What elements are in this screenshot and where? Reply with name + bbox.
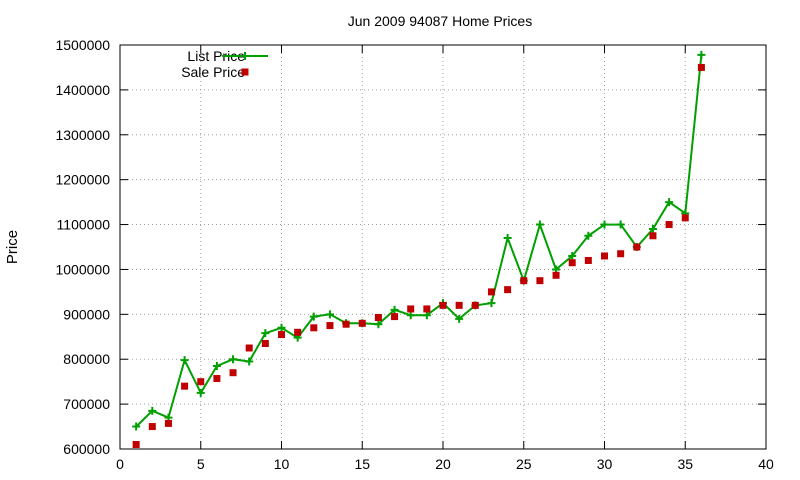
- list-price-point: [422, 311, 431, 320]
- sale-price-point: [552, 271, 560, 279]
- list-price-point: [374, 320, 383, 329]
- list-price-point: [132, 422, 141, 431]
- x-tick-label: 15: [354, 456, 370, 472]
- y-tick-label: 900000: [63, 306, 110, 322]
- sale-price-point: [261, 340, 269, 348]
- x-tick-label: 0: [116, 456, 124, 472]
- sale-price-point: [617, 250, 625, 258]
- x-tick-label: 25: [516, 456, 532, 472]
- sale-price-point: [584, 256, 592, 264]
- list-price-point: [212, 361, 221, 370]
- list-price-point: [245, 357, 254, 366]
- legend-label: List Price: [187, 48, 245, 64]
- list-price-point: [390, 305, 399, 314]
- x-tick-label: 35: [677, 456, 693, 472]
- list-price-point: [180, 356, 189, 365]
- legend-plus-marker: [241, 52, 249, 60]
- list-price-point: [535, 220, 544, 229]
- sale-price-point: [665, 221, 673, 229]
- y-tick-label: 1100000: [57, 217, 111, 233]
- list-price-line: [135, 54, 703, 428]
- sale-price-point: [245, 344, 253, 352]
- sale-price-point: [439, 301, 447, 309]
- sale-price-point: [148, 423, 156, 431]
- sale-price-point: [504, 286, 512, 294]
- list-price-point: [277, 323, 286, 332]
- plot-marks: [132, 50, 706, 449]
- sale-price-point: [132, 441, 140, 449]
- sale-price-point: [213, 375, 221, 383]
- list-price-point: [196, 388, 205, 397]
- y-tick-label: 1200000: [55, 172, 110, 188]
- list-price-point: [148, 406, 157, 415]
- list-price-point: [261, 329, 270, 338]
- list-price-point: [600, 220, 609, 229]
- sale-price-point: [326, 322, 334, 330]
- sale-price-point: [229, 369, 237, 377]
- plot-frame: [119, 44, 767, 450]
- sale-price-point: [487, 288, 495, 296]
- list-price-point: [503, 234, 512, 243]
- sale-price-point: [601, 252, 608, 260]
- y-tick-label: 1400000: [55, 82, 110, 98]
- y-axis-label: Price: [4, 230, 21, 264]
- grid-lines: [120, 45, 766, 449]
- x-tick-label: 40: [758, 456, 774, 472]
- sale-price-point: [423, 305, 431, 313]
- y-tick-label: 600000: [63, 441, 110, 457]
- sale-price-point: [407, 305, 415, 313]
- x-tick-label: 20: [435, 456, 451, 472]
- chart-title: Jun 2009 94087 Home Prices: [348, 13, 532, 29]
- y-tick-label: 1300000: [55, 127, 110, 143]
- tick-labels: 600000 700000 800000 900000 1000000 1100000 12…: [55, 37, 774, 472]
- legend-square-marker: [241, 68, 249, 76]
- y-tick-label: 1000000: [55, 261, 110, 277]
- sale-price-point: [197, 378, 205, 386]
- list-price-point: [665, 198, 674, 207]
- list-price-point: [568, 251, 577, 260]
- sale-price-point: [391, 313, 399, 321]
- sale-price-point: [520, 277, 528, 285]
- x-tick-label: 5: [197, 456, 205, 472]
- sale-price-point: [294, 328, 302, 336]
- list-price-point: [616, 220, 625, 229]
- x-tick-label: 30: [597, 456, 613, 472]
- sale-price-point: [697, 63, 705, 71]
- sale-price-point: [568, 259, 576, 267]
- y-tick-label: 1500000: [55, 37, 110, 53]
- list-price-point: [325, 310, 334, 319]
- legend-label: Sale Price: [181, 64, 245, 80]
- list-price-point: [229, 355, 238, 364]
- y-tick-label: 700000: [63, 396, 110, 412]
- sale-price-point: [536, 277, 544, 285]
- list-price-point: [309, 312, 318, 321]
- sale-price-point: [342, 320, 350, 328]
- list-price-point: [584, 231, 593, 240]
- sale-price-point: [164, 419, 172, 427]
- sale-price-point: [633, 243, 641, 251]
- sale-price-point: [681, 214, 689, 222]
- sale-price-point: [455, 301, 463, 309]
- sale-price-point: [471, 301, 479, 309]
- list-price-point: [406, 311, 415, 320]
- list-price-point: [697, 50, 706, 59]
- sale-price-point: [374, 313, 382, 321]
- sale-price-point: [649, 232, 657, 240]
- list-price-point: [455, 314, 464, 323]
- sale-price-point: [358, 319, 366, 327]
- y-tick-label: 800000: [63, 351, 110, 367]
- x-tick-label: 10: [274, 456, 290, 472]
- list-price-point: [487, 299, 496, 308]
- sale-price-point: [181, 382, 189, 390]
- sale-price-point: [278, 331, 285, 339]
- list-price-point: [648, 225, 657, 234]
- sale-price-point: [310, 324, 318, 332]
